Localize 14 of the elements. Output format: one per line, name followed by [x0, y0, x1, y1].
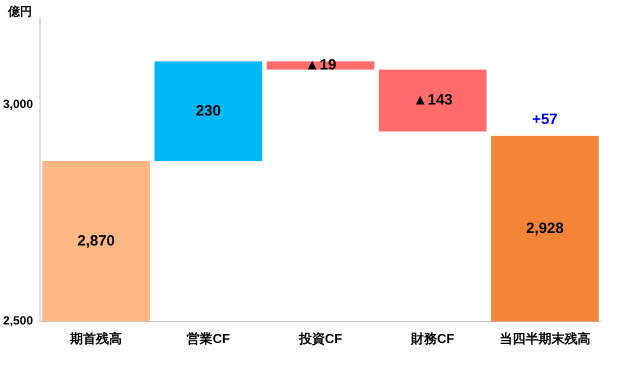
x-tick-label: 当四半期末残高 [499, 330, 590, 346]
data-label: ▲143 [412, 92, 453, 109]
data-label: 2,870 [77, 232, 115, 250]
x-tick-label: 投資CF [298, 330, 342, 346]
x-tick-label: 営業CF [186, 330, 230, 346]
x-tick-label: 財務CF [410, 330, 454, 346]
y-axis-title: 億円 [7, 4, 32, 18]
x-tick-label: 期首残高 [69, 330, 122, 346]
y-tick-label: 2,500 [3, 314, 34, 328]
data-label: ▲19 [304, 56, 336, 74]
data-label: 230 [196, 102, 221, 120]
annotation: +57 [532, 111, 558, 128]
data-label: 2,928 [526, 220, 564, 237]
y-tick-label: 3,000 [3, 97, 34, 111]
